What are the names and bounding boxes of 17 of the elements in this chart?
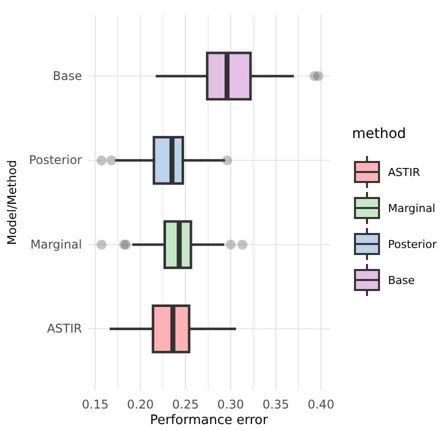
y-axis-title: Model/Method <box>5 160 19 246</box>
x-tick-label: 0.40 <box>308 398 334 412</box>
x-tick-label: 0.25 <box>172 398 199 412</box>
legend-label: ASTIR <box>388 166 420 179</box>
y-tick-label: ASTIR <box>46 322 82 336</box>
y-tick-label: Base <box>52 68 82 83</box>
x-tick-label: 0.30 <box>217 398 244 412</box>
legend-label: Base <box>388 274 416 287</box>
legend-label: Marginal <box>388 202 436 215</box>
x-tick-label: 0.15 <box>82 398 109 412</box>
x-axis-title: Performance error <box>150 413 269 428</box>
x-tick-label: 0.35 <box>262 398 290 412</box>
legend-title: method <box>352 126 406 142</box>
y-tick-label: Posterior <box>28 153 82 168</box>
y-tick-label: Marginal <box>30 237 82 252</box>
legend-label: Posterior <box>388 238 438 251</box>
x-tick-label: 0.20 <box>127 398 154 412</box>
